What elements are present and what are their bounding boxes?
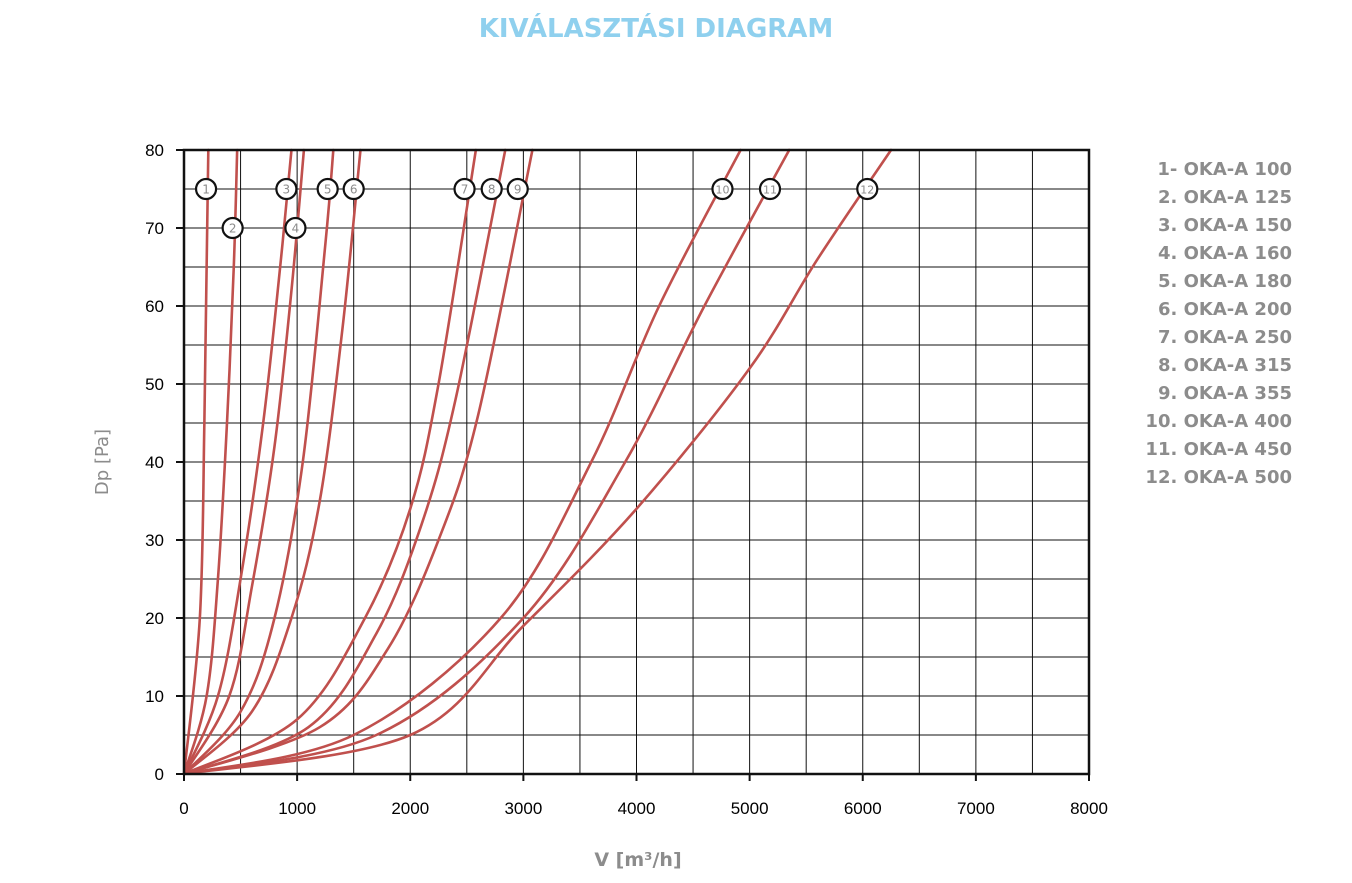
- curve-8: [182, 148, 507, 776]
- y-tick-label: 50: [145, 375, 164, 394]
- x-tick-label: 1000: [278, 799, 316, 818]
- curve-2: [182, 148, 239, 776]
- y-tick-label: 70: [145, 219, 164, 238]
- curve-7: [182, 148, 478, 776]
- curve-marker-2: [221, 216, 244, 240]
- legend-item: 4. OKA-A 160: [1157, 243, 1292, 264]
- curve-marker-label-9: 9: [514, 183, 522, 197]
- curve-marker-9: [506, 177, 529, 201]
- x-tick-label: 7000: [957, 799, 995, 818]
- x-tick-label: 4000: [618, 799, 656, 818]
- curve-4: [182, 148, 306, 776]
- curve-6: [182, 148, 362, 776]
- curve-marker-10: [711, 177, 734, 201]
- curve-marker-11: [758, 177, 782, 201]
- curve-marker-1: [194, 177, 218, 201]
- curve-12: [182, 148, 893, 776]
- legend-item: 1- OKA-A 100: [1157, 159, 1292, 180]
- x-axis-label: V [m³/h]: [594, 849, 681, 871]
- y-tick-label: 0: [155, 765, 164, 784]
- curve-1: [182, 148, 210, 776]
- curve-11: [182, 148, 791, 776]
- curve-marker-5: [316, 177, 339, 201]
- y-tick-label: 20: [145, 609, 164, 628]
- y-tick-label: 30: [145, 531, 164, 550]
- legend-item: 5. OKA-A 180: [1157, 271, 1292, 292]
- curve-marker-label-3: 3: [283, 183, 291, 197]
- curve-marker-7: [453, 177, 476, 201]
- curves: [182, 148, 893, 776]
- curve-marker-label-11: 11: [763, 184, 777, 197]
- curve-marker-label-5: 5: [324, 183, 332, 197]
- legend-item: 12. OKA-A 500: [1145, 467, 1292, 488]
- legend-item: 6. OKA-A 200: [1157, 299, 1292, 320]
- curve-marker-6: [342, 177, 365, 201]
- curve-3: [182, 148, 293, 776]
- y-tick-label: 10: [145, 687, 164, 706]
- y-tick-label: 80: [145, 141, 164, 160]
- legend: 1- OKA-A 100 2. OKA-A 125 3. OKA-A 150 4. O…: [1120, 156, 1292, 492]
- curve-9: [182, 148, 534, 776]
- chart-title: KIVÁLASZTÁSI DIAGRAM: [478, 14, 834, 44]
- curve-marker-12: [856, 177, 879, 201]
- curve-marker-label-6: 6: [350, 183, 358, 197]
- curve-marker-4: [284, 216, 307, 240]
- curve-marker-label-10: 10: [715, 184, 729, 197]
- x-tick-label: 8000: [1070, 799, 1108, 818]
- grid: [184, 150, 1089, 774]
- x-tick-label: 2000: [391, 799, 429, 818]
- curve-marker-label-4: 4: [292, 222, 300, 236]
- curve-marker-label-2: 2: [229, 222, 237, 236]
- x-tick-label: 6000: [844, 799, 882, 818]
- legend-item: 11. OKA-A 450: [1145, 439, 1292, 460]
- legend-item: 8. OKA-A 315: [1157, 355, 1292, 376]
- curve-10: [182, 148, 742, 776]
- x-tick-label: 3000: [504, 799, 542, 818]
- legend-item: 9. OKA-A 355: [1157, 383, 1292, 404]
- y-tick-label: 60: [145, 297, 164, 316]
- legend-item: 2. OKA-A 125: [1157, 187, 1292, 208]
- x-tick-label: 0: [179, 799, 188, 818]
- legend-item: 10. OKA-A 400: [1145, 411, 1292, 432]
- curve-marker-label-12: 12: [860, 184, 874, 197]
- curve-marker-label-7: 7: [461, 183, 469, 197]
- curve-marker-label-1: 1: [202, 183, 210, 197]
- y-tick-label: 40: [145, 453, 164, 472]
- y-axis-label: Dp [Pa]: [92, 429, 113, 495]
- legend-item: 7. OKA-A 250: [1157, 327, 1292, 348]
- legend-item: 3. OKA-A 150: [1157, 215, 1292, 236]
- axes: 0 1000 2000 3000 4000 5000 6000 7000 8000 0 10 20 30…: [145, 141, 1108, 818]
- curve-5: [182, 148, 335, 776]
- curve-marker-8: [480, 177, 503, 201]
- curve-marker-3: [275, 177, 298, 201]
- curve-marker-label-8: 8: [488, 183, 496, 197]
- x-tick-label: 5000: [731, 799, 769, 818]
